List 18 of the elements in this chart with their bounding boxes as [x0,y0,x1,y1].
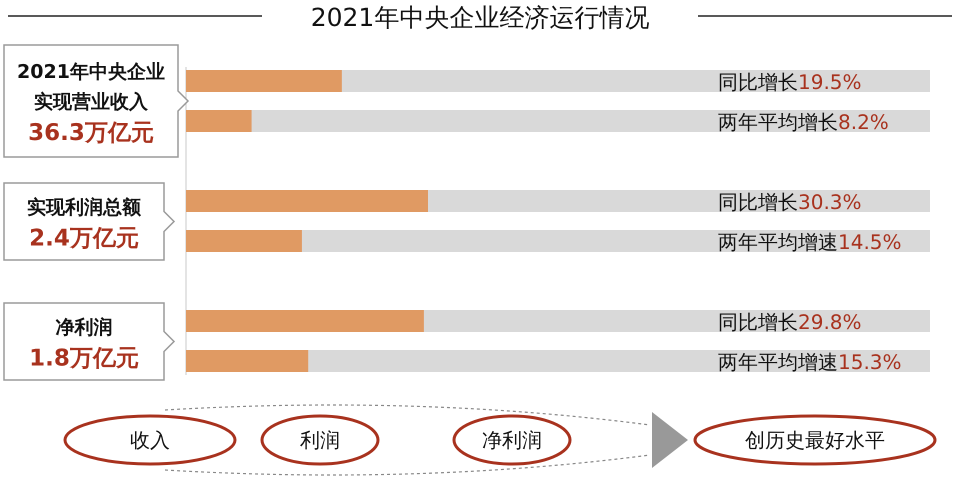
text: 净利润 [56,316,112,338]
y-tick-label: 同比增长19.5% [718,70,862,94]
y-tick-label: 同比增长29.8% [718,310,862,334]
text: 实现利润总额 [27,196,142,218]
y-tick-label: 两年平均增长8.2% [718,110,889,134]
text: 2021年中央企业 [17,61,165,83]
text: 利润 [300,428,340,452]
text: 2021年中央企业经济运行情况 [310,3,650,32]
text: 创历史最好水平 [745,428,885,452]
text: 净利润 [482,428,542,452]
y-tick-label: 两年平均增速14.5% [718,230,902,254]
text: 收入 [130,428,170,452]
text: 实现营业收入 [34,91,149,113]
text: 2.4万亿元 [29,226,139,252]
y-tick-label: 两年平均增速15.3% [718,350,902,374]
y-tick-label: 同比增长30.3% [718,190,862,214]
text: 1.8万亿元 [29,346,139,372]
text: 36.3万亿元 [28,120,154,146]
